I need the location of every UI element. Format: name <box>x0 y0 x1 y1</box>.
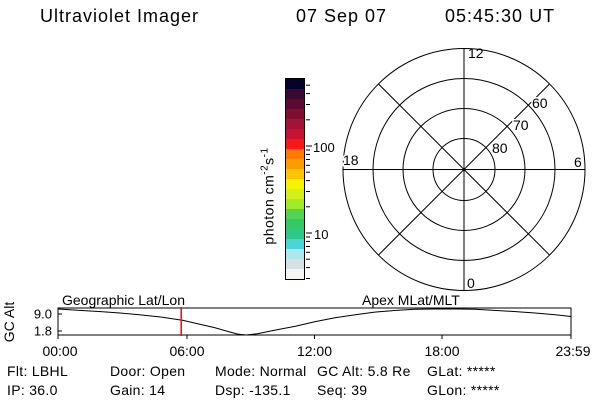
ring-label-60: 60 <box>532 95 548 111</box>
status-glon: GLon: ***** <box>427 382 500 398</box>
ytick-1-8: 1.8 <box>34 324 52 339</box>
status-seq: Seq: 39 <box>317 382 368 398</box>
time-label: 05:45:30 UT <box>445 6 556 26</box>
timeline-y-axis-label: GC Alt <box>1 302 17 343</box>
colorbar-gradient <box>285 78 305 280</box>
xtick-0000: 00:00 <box>42 343 77 359</box>
xtick-0600: 06:00 <box>169 343 204 359</box>
colorbar-ticks <box>306 84 312 279</box>
ring-label-80: 80 <box>492 140 508 156</box>
status-ip: IP: 36.0 <box>7 382 58 398</box>
mlt-label-6: 6 <box>574 154 582 170</box>
status-flt: Flt: LBHL <box>7 363 69 379</box>
altitude-curve <box>57 308 571 336</box>
app-title: Ultraviolet Imager <box>40 6 200 26</box>
ytick-9: 9.0 <box>34 307 52 322</box>
timeline-right-annotation: Apex MLat/MLT <box>362 292 460 308</box>
colorbar-tick-10: 10 <box>314 227 329 242</box>
mlt-label-12: 12 <box>468 45 484 61</box>
colorbar-tick-100: 100 <box>313 140 335 155</box>
status-dsp: Dsp: -135.1 <box>215 382 291 398</box>
polar-grid-lines <box>342 48 586 291</box>
mlt-label-0: 0 <box>467 275 475 291</box>
status-mode: Mode: Normal <box>215 363 307 379</box>
timeline-left-annotation: Geographic Lat/Lon <box>62 292 185 308</box>
timeline-x-tick-labels: 00:00 06:00 12:00 18:00 23:59 <box>42 343 590 359</box>
colorbar-units-label: photon cm-2s-1 <box>259 147 277 245</box>
status-glat: GLat: ***** <box>427 363 496 379</box>
status-door: Door: Open <box>110 363 186 379</box>
xtick-1800: 18:00 <box>424 343 459 359</box>
altitude-timeline-chart: Geographic Lat/Lon Apex MLat/MLT GC Alt … <box>1 292 591 359</box>
xtick-2359: 23:59 <box>555 343 590 359</box>
status-gain: Gain: 14 <box>110 382 166 398</box>
mlt-label-18: 18 <box>343 152 359 168</box>
timeline-axis-ticks <box>57 313 572 339</box>
xtick-1200: 12:00 <box>297 343 332 359</box>
polar-plot: 12 18 6 0 60 70 80 <box>342 45 586 291</box>
status-gc-alt: GC Alt: 5.8 Re <box>317 363 411 379</box>
date-label: 07 Sep 07 <box>296 6 388 26</box>
ring-label-70: 70 <box>513 117 529 133</box>
